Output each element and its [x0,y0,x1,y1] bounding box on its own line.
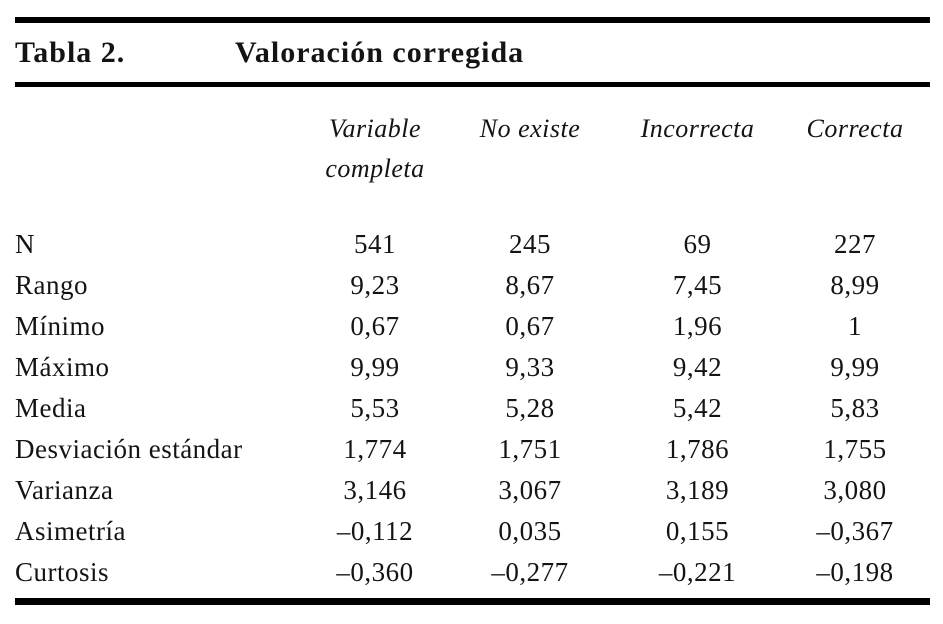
cell-value: 5,42 [672,393,723,423]
table-row: Rango 9,23 8,67 7,45 8,99 [15,265,930,306]
cell-value: 3,189 [665,475,730,505]
cell-value: 9,33 [505,352,555,382]
column-header-variable-completa: Variable completa [325,114,425,183]
cell-value: 0,155 [665,516,730,546]
bottom-rule [15,598,930,605]
row-label: Media [15,393,87,423]
cell-value: 5,83 [830,393,880,423]
cell-value: 245 [509,229,551,259]
row-label: Varianza [15,475,114,505]
cell-value: 9,99 [350,352,400,382]
table-caption: Tabla 2. Valoración corregida [15,23,930,82]
table-label: Tabla 2. [15,35,126,69]
cell-value: 1,786 [665,434,730,464]
cell-value: 1,96 [672,311,723,341]
column-header-correcta: Correcta [806,114,904,143]
column-header-no-existe: No existe [479,114,581,143]
cell-value: 9,42 [672,352,723,382]
statistics-table: Variable completa No existe Incorrecta C… [15,87,930,593]
cell-value: 5,28 [505,393,555,423]
table-row: Desviación estándar 1,774 1,751 1,786 1,755 [15,429,930,470]
header-row: Variable completa No existe Incorrecta C… [15,87,930,224]
cell-value: 0,67 [505,311,555,341]
top-rule [15,17,930,23]
header-rule [15,82,930,87]
cell-value: –0,112 [336,516,414,546]
cell-value: 9,23 [350,270,400,300]
cell-value: 7,45 [672,270,723,300]
cell-value: 1,755 [823,434,887,464]
row-label: Máximo [15,352,110,382]
cell-value: 227 [834,229,876,259]
cell-value: 1,751 [498,434,562,464]
cell-value: 3,080 [823,475,887,505]
column-header-incorrecta: Incorrecta [640,114,755,143]
table-row: Mínimo 0,67 0,67 1,96 1 [15,306,930,347]
table-row: Asimetría –0,112 0,035 0,155 –0,367 [15,511,930,552]
cell-value: 5,53 [350,393,400,423]
table-row: Máximo 9,99 9,33 9,42 9,99 [15,347,930,388]
cell-value: –0,198 [816,557,894,587]
row-label: Desviación estándar [15,434,243,464]
row-label: Mínimo [15,311,106,341]
cell-value: 9,99 [830,352,880,382]
table-row: N 541 245 69 227 [15,224,930,265]
cell-value: –0,360 [336,557,414,587]
cell-value: –0,221 [658,557,737,587]
table-body: N 541 245 69 227 Rango 9,23 8,67 7,45 8,99 Mínimo 0… [15,224,930,593]
cell-value: 541 [354,229,396,259]
cell-value: 8,67 [505,270,555,300]
table-row: Media 5,53 5,28 5,42 5,83 [15,388,930,429]
row-label-header-empty [15,87,305,224]
cell-value: –0,367 [816,516,894,546]
table-title: Valoración corregida [235,35,525,69]
row-label: Rango [15,270,88,300]
cell-value: 3,067 [498,475,562,505]
row-label: Asimetría [15,516,126,546]
cell-value: 1,774 [343,434,407,464]
cell-value: 3,146 [343,475,407,505]
cell-value: 1 [848,311,862,341]
row-label: Curtosis [15,557,110,587]
table-row: Curtosis –0,360 –0,277 –0,221 –0,198 [15,552,930,593]
cell-value: –0,277 [491,557,569,587]
table-row: Varianza 3,146 3,067 3,189 3,080 [15,470,930,511]
cell-value: 69 [683,229,712,259]
cell-value: 0,67 [350,311,400,341]
cell-value: 0,035 [498,516,562,546]
row-label: N [15,229,35,259]
cell-value: 8,99 [830,270,880,300]
